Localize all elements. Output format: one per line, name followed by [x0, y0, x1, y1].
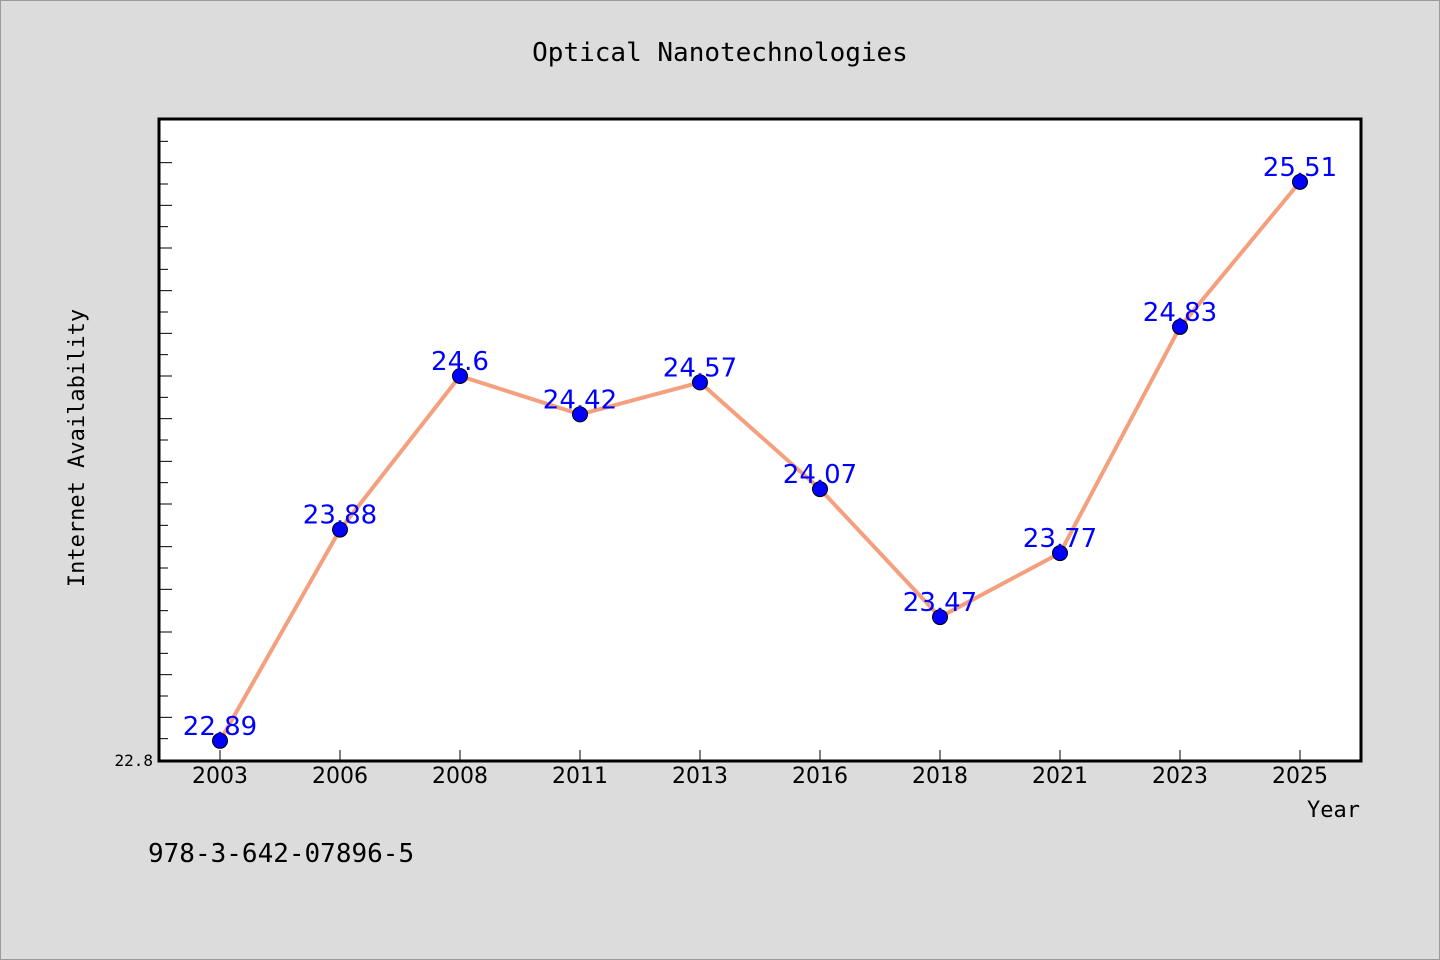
data-label: 24.83 [1143, 298, 1217, 328]
data-labels: 22.89 23.88 24.6 24.42 24.57 24.07 23.47 23.77 2… [183, 153, 1337, 742]
data-point [572, 406, 588, 423]
x-tick-label: 2023 [1152, 764, 1208, 789]
x-tick-label: 2011 [552, 764, 608, 789]
data-label: 23.47 [903, 588, 977, 618]
y-tick-label: 22.8 [114, 751, 153, 770]
x-tick-label: 2016 [792, 764, 848, 789]
x-tick-label: 2025 [1272, 764, 1328, 789]
chart-title: Optical Nanotechnologies [532, 38, 908, 68]
x-tick-label: 2013 [672, 764, 728, 789]
data-label: 25.51 [1263, 153, 1337, 183]
footnote-isbn: 978-3-642-07896-5 [148, 839, 414, 869]
data-label: 23.77 [1023, 524, 1097, 554]
y-axis-ticks [160, 140, 172, 740]
series-line-group [218, 179, 1302, 743]
data-point [932, 609, 948, 626]
data-label: 22.89 [183, 712, 257, 742]
data-point [812, 481, 828, 498]
data-label: 24.57 [663, 353, 737, 383]
x-tick-label: 2006 [312, 764, 368, 789]
x-tick-label: 2018 [912, 764, 968, 789]
data-label: 24.6 [431, 347, 489, 377]
data-point [332, 521, 348, 538]
data-point [1172, 318, 1188, 335]
x-tick-label: 2003 [192, 764, 248, 789]
data-point [692, 374, 708, 391]
x-tick-label: 2008 [432, 764, 488, 789]
data-point [1292, 173, 1308, 190]
x-tick-label: 2021 [1032, 764, 1088, 789]
data-point [452, 368, 468, 384]
data-label: 24.42 [543, 385, 617, 415]
plot-area [157, 117, 1363, 763]
x-axis-ticks [219, 750, 1301, 760]
x-tick-labels: 2003 2006 2008 2011 2013 2016 2018 2021 2023 2025 [192, 764, 1328, 789]
series-line [218, 179, 1302, 743]
data-markers [212, 173, 1308, 749]
x-axis-title: Year [1307, 798, 1360, 823]
data-point [1052, 545, 1068, 562]
data-label: 23.88 [303, 501, 377, 531]
y-axis-title: Internet Availability [65, 309, 90, 587]
data-point [212, 732, 228, 749]
data-label: 24.07 [783, 460, 857, 490]
